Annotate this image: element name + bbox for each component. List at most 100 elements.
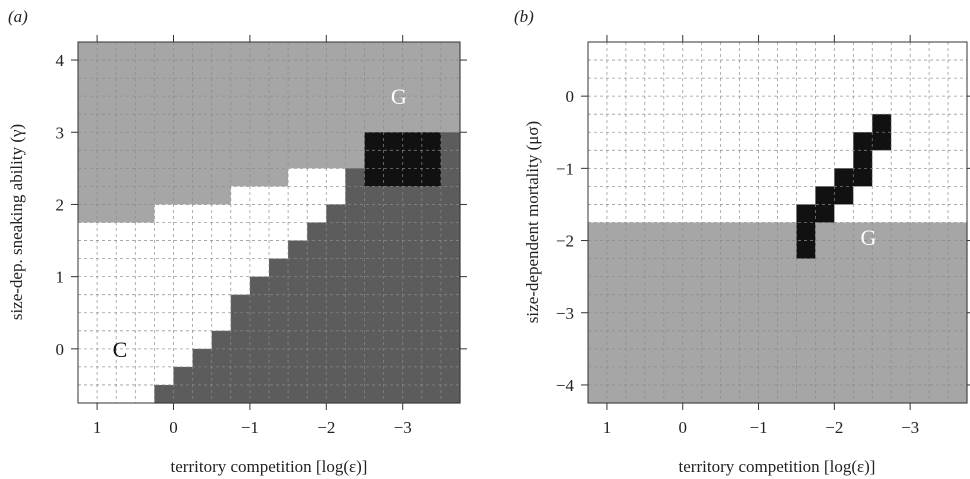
panel-b-cell-N <box>910 204 930 224</box>
panel-b-x-tick-label: −1 <box>750 418 768 437</box>
panel-b-cell-C <box>588 240 608 260</box>
panel-b-cell-N <box>758 168 779 187</box>
panel-b-cell-C <box>815 330 835 350</box>
panel-a-cell-C <box>192 60 213 79</box>
panel-a-y-tick-label: 4 <box>56 51 65 70</box>
panel-a-cell-M <box>364 168 385 187</box>
panel-a-cell-N <box>211 204 232 224</box>
panel-a-cell-C <box>135 114 155 133</box>
panel-a-cell-N <box>173 312 194 332</box>
panel-a-cell-G <box>402 384 423 404</box>
panel-b-cell-C <box>644 276 665 296</box>
panel-a-cell-C <box>97 78 117 97</box>
panel-b-cell-N <box>720 168 741 187</box>
panel-b-cell-C <box>588 384 608 404</box>
panel-b-cell-C <box>720 384 741 404</box>
panel-b-cell-N <box>948 78 968 97</box>
panel-b-cell-C <box>777 366 798 386</box>
panel-b-cell-N <box>682 204 703 224</box>
panel-a-grid <box>78 42 460 403</box>
panel-b-cell-N <box>872 60 892 79</box>
panel-a-cell-C <box>78 132 98 151</box>
panel-a-cell-C <box>345 132 366 151</box>
panel-a-cell-N <box>135 294 155 314</box>
panel-b-cell-N <box>682 168 703 187</box>
panel-b-cell-N <box>815 78 835 97</box>
panel-a-cell-G <box>211 330 232 350</box>
panel-b-cell-C <box>872 348 892 368</box>
panel-a-cell-C <box>383 114 404 133</box>
panel-a-cell-C <box>78 96 98 115</box>
panel-b-cell-N <box>777 132 798 151</box>
panel-a-cell-C <box>249 96 270 115</box>
panel-b-cell-C <box>929 222 949 242</box>
panel-a-cell-C <box>230 78 251 97</box>
panel-b-cell-C <box>606 366 627 386</box>
panel-a-cell-C <box>192 168 213 187</box>
panel-b-cell-C <box>796 294 816 314</box>
panel-b-cell-C <box>720 312 741 332</box>
panel-b-cell-N <box>872 42 892 61</box>
panel-a-cell-C <box>211 186 232 206</box>
panel-b-cell-C <box>720 222 741 242</box>
panel-b-cell-N <box>644 204 665 224</box>
panel-b-cell-N <box>948 60 968 79</box>
panel-a-cell-C <box>345 96 366 115</box>
panel-b-cell-N <box>682 132 703 151</box>
panel-a-cell-G <box>269 348 289 368</box>
panel-b-cell-C <box>815 258 835 278</box>
panel-a-cell-C <box>135 132 155 151</box>
panel-a-cell-N <box>154 258 175 278</box>
panel-b-cell-N <box>910 78 930 97</box>
panel-a-cell-G <box>364 384 385 404</box>
panel-b-cell-N <box>758 78 779 97</box>
panel-b-cell-C <box>663 222 684 242</box>
panel-b-cell-N <box>777 204 798 224</box>
panel-a-cell-C <box>154 78 175 97</box>
panel-a-cell-G <box>383 222 404 242</box>
panel-a-cell-G <box>345 330 366 350</box>
panel-b-cell-C <box>834 312 854 332</box>
panel-b-cell-C <box>891 330 911 350</box>
panel-a-cell-N <box>173 276 194 296</box>
panel-b-cell-N <box>910 114 930 133</box>
panel-b-cell-C <box>739 276 760 296</box>
panel-b-cell-N <box>796 132 816 151</box>
panel-a-x-tick-label: −3 <box>394 418 412 437</box>
panel-b-cell-C <box>815 312 835 332</box>
panel-b-cell-C <box>625 366 646 386</box>
panel-b-cell-N <box>777 114 798 133</box>
panel-a-cell-C <box>364 42 385 61</box>
panel-b-cell-N <box>606 168 627 187</box>
panel-a-cell-C <box>345 150 366 169</box>
panel-b-cell-N <box>606 186 627 206</box>
panel-a-cell-G <box>326 294 346 314</box>
panel-a-cell-C <box>135 150 155 169</box>
panel-a-cell-G <box>288 240 308 260</box>
panel-a-cell-N <box>116 276 136 296</box>
panel-b-cell-N <box>720 150 741 169</box>
panel-b-cell-C <box>663 258 684 278</box>
panel-a-cell-G <box>364 240 385 260</box>
panel-b-cell-N <box>872 78 892 97</box>
panel-a-cell-N <box>97 240 117 260</box>
panel-b-cell-C <box>948 294 968 314</box>
panel-a-cell-N <box>154 294 175 314</box>
panel-b-cell-C <box>853 240 873 260</box>
panel-b-cell-N <box>948 168 968 187</box>
panel-b-cell-N <box>663 132 684 151</box>
panel-b-cell-N <box>929 60 949 79</box>
panel-b-y-tick-label: −4 <box>556 376 575 395</box>
panel-b-cell-C <box>701 384 722 404</box>
panel-a-cell-N <box>326 186 346 206</box>
panel-a-cell-C <box>116 42 136 61</box>
panel-b-cell-M <box>796 222 816 242</box>
panel-b-cell-N <box>929 132 949 151</box>
panel-b-cell-N <box>948 96 968 115</box>
panel-a-cell-N <box>173 330 194 350</box>
panel-b-cell-N <box>910 186 930 206</box>
panel-b-cell-N <box>872 186 892 206</box>
panel-b-cell-C <box>720 240 741 260</box>
panel-a-cell-C <box>269 150 289 169</box>
panel-b-cell-M <box>834 168 854 187</box>
